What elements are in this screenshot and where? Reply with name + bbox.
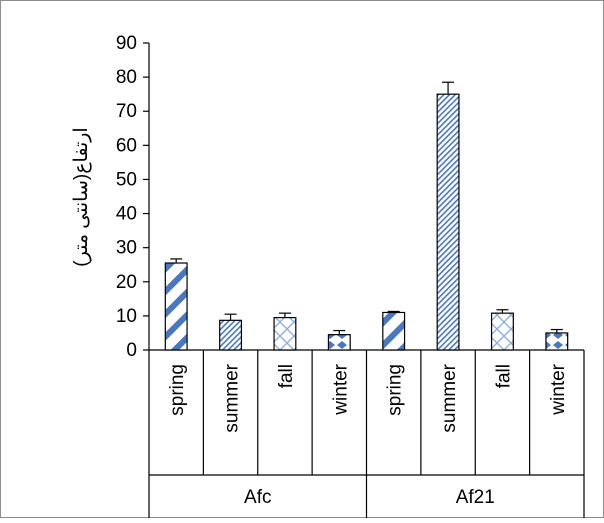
y-tick-label: 90 xyxy=(116,33,137,54)
category-label: fall xyxy=(493,364,514,388)
y-tick-label: 40 xyxy=(116,204,137,225)
category-label: spring xyxy=(167,364,188,416)
bar-af21-summer xyxy=(436,93,460,351)
category-label: summer xyxy=(222,363,243,432)
y-tick-label: 50 xyxy=(116,169,137,190)
y-tick-label: 20 xyxy=(116,272,137,293)
y-tick-label: 80 xyxy=(116,67,137,88)
category-label: fall xyxy=(276,364,297,388)
category-label: spring xyxy=(385,364,406,416)
group-label: Afc xyxy=(244,487,271,508)
bar-af21-winter xyxy=(545,332,569,351)
bar-afc-spring xyxy=(164,262,188,351)
y-tick-label: 30 xyxy=(116,238,137,259)
plot-area: 0 10 20 30 40 50 60 70 80 90 spring summer fall winte… xyxy=(116,33,585,518)
category-label: winter xyxy=(330,363,351,415)
y-tick-label: 60 xyxy=(116,135,137,156)
bar-af21-spring xyxy=(382,311,406,351)
y-tick-label: 10 xyxy=(116,306,137,327)
bar-afc-winter xyxy=(327,334,351,351)
y-axis-title: ارتفاع(سانتی متر) xyxy=(71,127,92,266)
group-label: Af21 xyxy=(456,487,495,508)
category-label: winter xyxy=(548,363,569,415)
y-tick-label: 0 xyxy=(126,340,137,361)
bar-af21-fall xyxy=(490,312,514,351)
y-tick-label: 70 xyxy=(116,101,137,122)
bar-afc-fall xyxy=(273,316,297,351)
bar-afc-summer xyxy=(219,319,243,351)
category-label: summer xyxy=(439,363,460,432)
